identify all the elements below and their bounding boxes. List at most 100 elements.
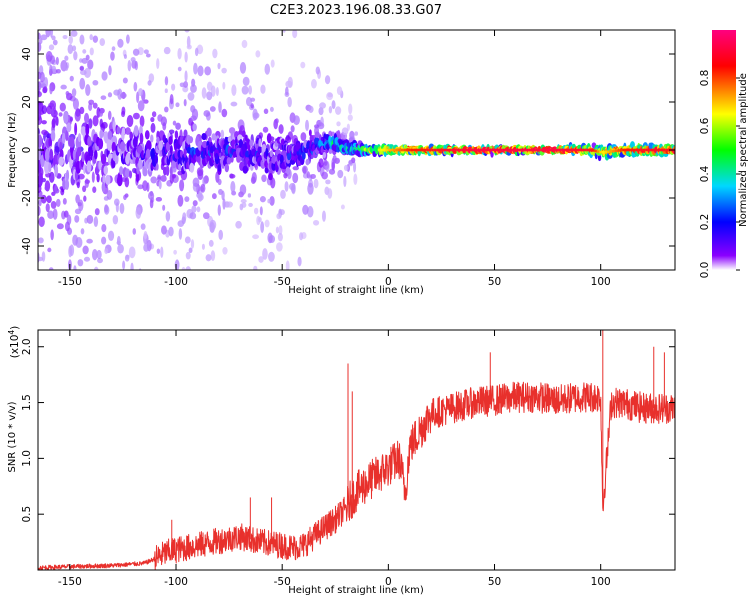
heatmap-cell: [203, 110, 211, 117]
snr-series-line: [38, 381, 675, 570]
heatmap-cell: [39, 349, 44, 357]
heatmap-cell: [37, 0, 40, 4]
heatmap-cell: [122, 0, 126, 3]
heatmap-cell: [269, 150, 273, 158]
heatmap-cell: [66, 122, 72, 133]
heatmap-cell: [134, 275, 141, 280]
heatmap-cell: [91, 171, 95, 183]
heatmap-cell: [132, 155, 136, 165]
heatmap-cell: [111, 141, 117, 154]
heatmap-cell: [46, 12, 51, 20]
heatmap-cell: [116, 126, 121, 135]
heatmap-x-axis-title: Height of straight line (km): [288, 285, 424, 296]
heatmap-cell: [184, 196, 190, 202]
heatmap-cell: [184, 236, 191, 244]
heatmap-x-axis: -150 -100 -50 0 50 100: [58, 30, 611, 288]
heatmap-cell: [83, 309, 88, 316]
heatmap-cell: [59, 102, 66, 112]
heatmap-cell: [211, 193, 217, 200]
heatmap-cell: [65, 64, 69, 71]
heatmap-cell: [126, 331, 130, 343]
heatmap-cell: [400, 148, 404, 152]
heatmap-cell: [173, 249, 177, 255]
heatmap-cell: [38, 161, 42, 174]
heatmap-cell: [117, 244, 124, 254]
heatmap-cell: [242, 130, 246, 138]
heatmap-cell: [229, 173, 234, 179]
heatmap-cell: [258, 138, 262, 147]
snr-panel: -150 -100 -50 0 50 100 0.5 1.0 1.5 2.0 Height of…: [7, 326, 676, 596]
heatmap-cell: [123, 194, 127, 201]
heatmap-cell: [130, 21, 134, 25]
heatmap-cell: [284, 181, 289, 192]
heatmap-cell: [438, 148, 442, 152]
heatmap-cell: [312, 219, 320, 226]
heatmap-cell: [114, 198, 120, 206]
heatmap-cell: [79, 66, 84, 71]
heatmap-cell: [49, 64, 53, 75]
heatmap-cell: [312, 144, 316, 153]
heatmap-cell: [150, 134, 154, 143]
heatmap-cell: [260, 221, 265, 233]
heatmap-cell: [218, 101, 222, 113]
heatmap-cell: [135, 310, 141, 320]
heatmap-cell: [474, 148, 478, 152]
heatmap-cell: [145, 140, 152, 151]
heatmap-cell: [194, 47, 199, 57]
heatmap-cell: [269, 195, 275, 206]
heatmap-cell: [591, 149, 595, 152]
heatmap-cell: [156, 290, 161, 301]
heatmap-cell: [624, 148, 628, 152]
heatmap-cell: [380, 148, 383, 152]
x-tick-label: 50: [488, 276, 501, 288]
heatmap-cell: [459, 148, 462, 152]
heatmap-cell: [129, 131, 134, 140]
heatmap-cell: [76, 181, 80, 189]
heatmap-cell: [127, 59, 132, 72]
heatmap-cell: [66, 289, 69, 296]
heatmap-cell: [49, 84, 53, 95]
heatmap-cell: [88, 102, 93, 111]
heatmap-cell: [55, 68, 61, 74]
heatmap-cell: [125, 254, 130, 259]
heatmap-cell: [178, 228, 183, 240]
heatmap-cell: [155, 197, 163, 202]
heatmap-cell: [528, 148, 531, 152]
heatmap-cell: [507, 148, 511, 152]
heatmap-cell: [543, 148, 546, 152]
heatmap-cell: [54, 184, 58, 194]
x-tick-label: 0: [385, 276, 392, 288]
heatmap-cell: [195, 154, 201, 163]
heatmap-cell: [38, 205, 41, 217]
heatmap-cell: [276, 136, 281, 144]
heatmap-cell: [206, 91, 213, 101]
heatmap-cell: [258, 216, 262, 223]
heatmap-cell: [317, 122, 325, 130]
heatmap-cell: [353, 161, 357, 173]
heatmap-cell: [99, 341, 102, 349]
heatmap-cell: [160, 246, 164, 258]
heatmap-cell: [398, 148, 401, 152]
heatmap-cell: [307, 182, 314, 195]
heatmap-cell: [137, 184, 144, 190]
heatmap-cell: [172, 120, 177, 126]
heatmap-cell: [251, 172, 257, 184]
heatmap-cell: [64, 179, 70, 190]
heatmap-cell: [79, 77, 86, 90]
heatmap-cell: [209, 22, 213, 27]
heatmap-cell: [38, 216, 45, 228]
heatmap-cell: [300, 132, 307, 142]
heatmap-cell: [150, 11, 153, 16]
heatmap-cell: [287, 96, 292, 108]
heatmap-cell: [205, 254, 212, 262]
heatmap-cell: [168, 135, 173, 145]
heatmap-cell: [85, 123, 90, 136]
heatmap-cell: [230, 180, 236, 193]
heatmap-cell: [280, 189, 286, 200]
heatmap-cell: [331, 100, 336, 110]
heatmap-cell: [262, 248, 268, 260]
heatmap-cell: [431, 148, 434, 152]
chart-title: C2E3.2023.196.08.33.G07: [270, 3, 442, 18]
heatmap-cell: [310, 173, 316, 179]
heatmap-cell: [597, 154, 602, 162]
